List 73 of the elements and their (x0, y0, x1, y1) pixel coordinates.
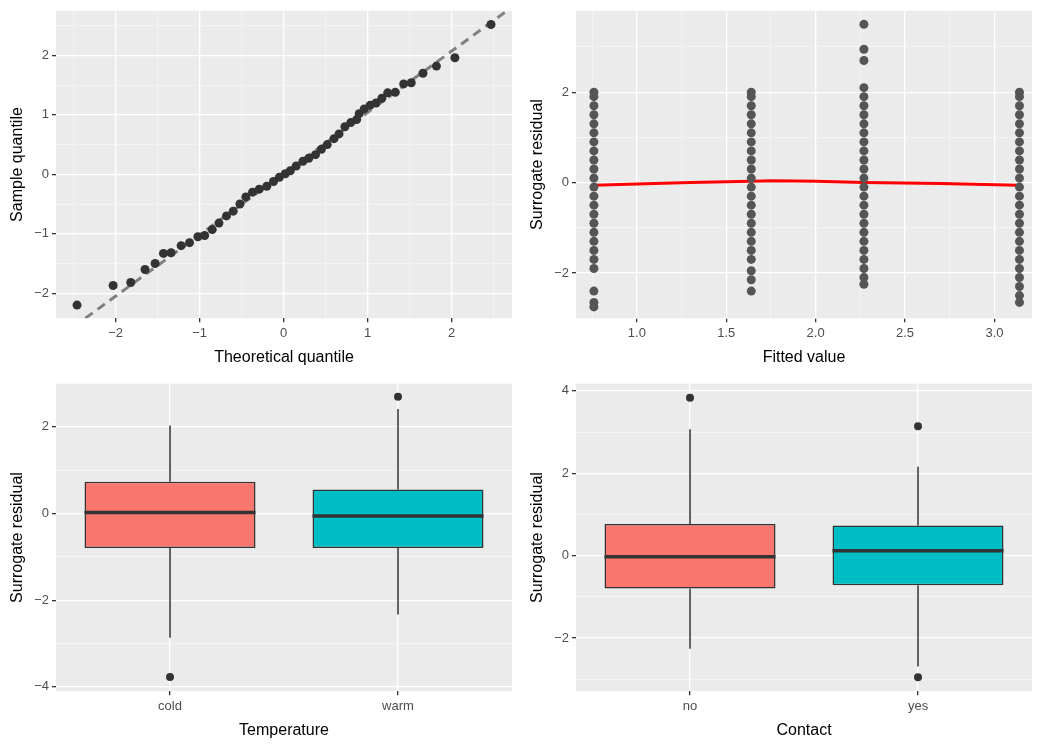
x-tick-label: 1 (363, 324, 372, 340)
y-tick-label: 2 (561, 83, 570, 99)
point (200, 231, 210, 241)
point (285, 166, 295, 176)
y-tick-label: −2 (554, 629, 570, 645)
y-tick-label: −1 (34, 225, 50, 241)
x-tick-label: 2.5 (896, 324, 915, 340)
point (262, 181, 272, 191)
y-tick-label: −2 (34, 284, 50, 300)
point (311, 150, 320, 160)
point (235, 199, 245, 209)
x-tick-label: 1.0 (627, 324, 646, 340)
point (399, 79, 409, 89)
y-tick-label: 4 (561, 382, 570, 398)
point (334, 129, 344, 139)
point (108, 281, 118, 290)
y-tick-label: −2 (554, 264, 570, 280)
point (450, 53, 460, 63)
point (241, 192, 251, 202)
y-tick-label: −4 (34, 678, 50, 694)
y-tick-label: 0 (41, 165, 50, 181)
y-tick-label: −2 (34, 591, 50, 607)
point (390, 87, 400, 97)
point (159, 248, 169, 258)
point (291, 161, 301, 171)
x-axis-title: Theoretical quantile (214, 347, 354, 365)
point (228, 206, 238, 216)
y-axis-title: Surrogate residual (528, 472, 546, 603)
point (140, 264, 150, 274)
x-tick-label: −2 (108, 324, 124, 340)
x-tick-label: −1 (192, 324, 208, 340)
y-tick-label: 2 (41, 418, 50, 434)
point (221, 211, 231, 221)
y-tick-label: 2 (561, 464, 570, 480)
x-tick-label: warm (381, 697, 414, 713)
x-tick-label: 3.0 (985, 324, 1004, 340)
x-tick-label: yes (907, 697, 929, 713)
x-tick-label: 0 (279, 324, 288, 340)
point (254, 184, 264, 194)
point (176, 241, 186, 251)
point (316, 144, 326, 154)
x-axis-title: Fitted value (762, 347, 846, 365)
x-axis-title: Temperature (239, 720, 330, 738)
y-tick-label: 2 (41, 46, 50, 62)
point (269, 176, 279, 186)
x-tick-label: 1.5 (717, 324, 736, 340)
x-tick-label: no (682, 697, 698, 713)
point (126, 278, 136, 288)
point (431, 61, 441, 71)
point (207, 225, 217, 235)
x-tick-label: cold (158, 697, 182, 713)
point (418, 68, 428, 78)
y-axis-title: Surrogate residual (528, 99, 546, 230)
point (214, 218, 224, 228)
y-tick-label: 0 (561, 547, 570, 563)
point (72, 300, 82, 310)
x-axis-title: Contact (776, 720, 833, 738)
point (322, 140, 332, 150)
point (377, 93, 387, 103)
point (150, 259, 160, 268)
point (304, 153, 314, 163)
y-tick-label: 0 (561, 174, 570, 190)
point (383, 88, 393, 98)
point (185, 238, 195, 248)
point (406, 78, 416, 88)
x-tick-label: 2 (447, 324, 456, 340)
y-axis-title: Surrogate residual (8, 472, 26, 603)
y-axis-title: Sample quantile (8, 107, 26, 222)
point (486, 19, 496, 29)
y-tick-label: 1 (41, 106, 50, 122)
x-tick-label: 2.0 (806, 324, 825, 340)
point (166, 248, 176, 258)
y-tick-label: 0 (41, 505, 50, 521)
